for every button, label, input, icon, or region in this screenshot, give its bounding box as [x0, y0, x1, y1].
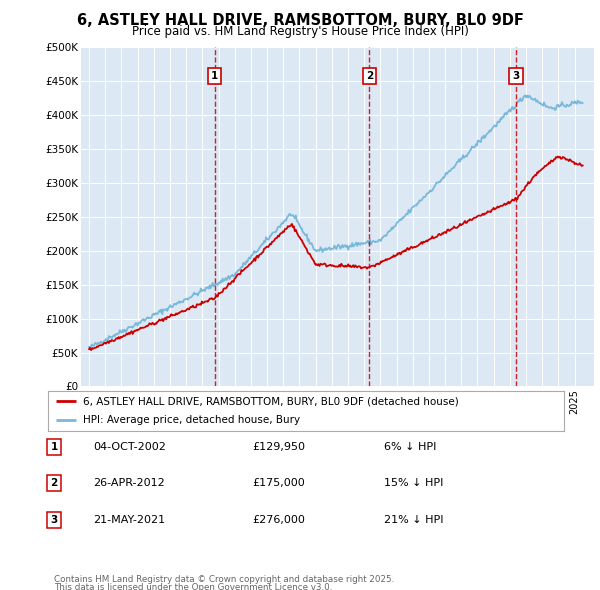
Text: 6, ASTLEY HALL DRIVE, RAMSBOTTOM, BURY, BL0 9DF: 6, ASTLEY HALL DRIVE, RAMSBOTTOM, BURY, … [77, 13, 523, 28]
Text: HPI: Average price, detached house, Bury: HPI: Average price, detached house, Bury [83, 415, 300, 425]
Text: 3: 3 [50, 515, 58, 525]
Text: 2: 2 [366, 71, 373, 81]
Text: 3: 3 [512, 71, 520, 81]
Text: 04-OCT-2002: 04-OCT-2002 [93, 442, 166, 451]
Text: 2: 2 [50, 478, 58, 488]
Text: 15% ↓ HPI: 15% ↓ HPI [384, 478, 443, 488]
Text: Price paid vs. HM Land Registry's House Price Index (HPI): Price paid vs. HM Land Registry's House … [131, 25, 469, 38]
Text: 21% ↓ HPI: 21% ↓ HPI [384, 515, 443, 525]
Text: 1: 1 [211, 71, 218, 81]
Text: 1: 1 [50, 442, 58, 451]
Text: Contains HM Land Registry data © Crown copyright and database right 2025.: Contains HM Land Registry data © Crown c… [54, 575, 394, 584]
Text: £175,000: £175,000 [252, 478, 305, 488]
Text: 26-APR-2012: 26-APR-2012 [93, 478, 165, 488]
Text: 6, ASTLEY HALL DRIVE, RAMSBOTTOM, BURY, BL0 9DF (detached house): 6, ASTLEY HALL DRIVE, RAMSBOTTOM, BURY, … [83, 396, 459, 407]
Text: £276,000: £276,000 [252, 515, 305, 525]
Text: This data is licensed under the Open Government Licence v3.0.: This data is licensed under the Open Gov… [54, 583, 332, 590]
Text: £129,950: £129,950 [252, 442, 305, 451]
Text: 21-MAY-2021: 21-MAY-2021 [93, 515, 165, 525]
Text: 6% ↓ HPI: 6% ↓ HPI [384, 442, 436, 451]
